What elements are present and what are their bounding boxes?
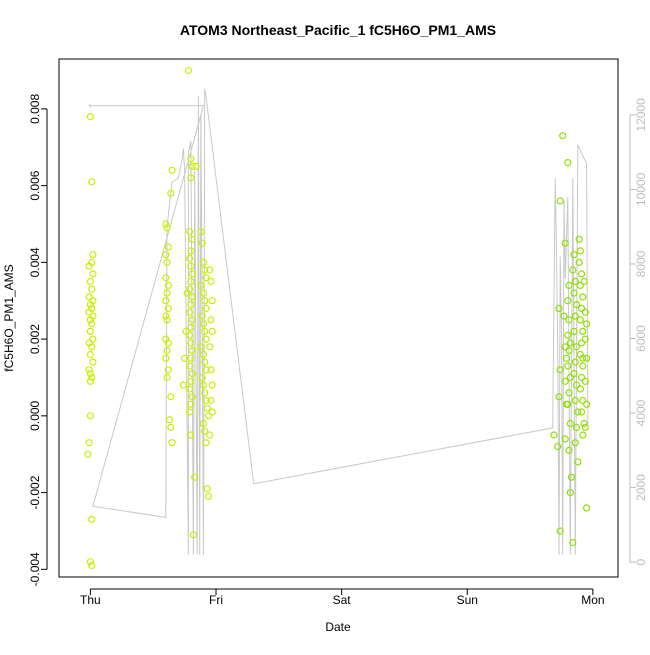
y-axis-label: fC5H6O_PM1_AMS — [2, 264, 16, 371]
y2-tick-label: 8000 — [634, 250, 648, 277]
y-tick-label: 0.000 — [28, 400, 42, 430]
y-tick-label: -0.004 — [28, 552, 42, 586]
y-tick-label: 0.006 — [28, 170, 42, 200]
y2-tick-label: 2000 — [634, 474, 648, 501]
x-tick-label: Sun — [457, 593, 478, 607]
y2-tick-label: 6000 — [634, 325, 648, 352]
y2-tick-label: 12000 — [634, 98, 648, 132]
y2-tick-label: 4000 — [634, 399, 648, 426]
y2-tick-label: 10000 — [634, 172, 648, 206]
y-tick-label: -0.002 — [28, 475, 42, 509]
y-tick-label: 0.004 — [28, 247, 42, 277]
x-axis-label: Date — [325, 620, 351, 634]
x-tick-label: Thu — [80, 593, 101, 607]
x-tick-label: Sat — [333, 593, 352, 607]
y2-tick-label: 0 — [634, 558, 648, 565]
x-tick-label: Fri — [209, 593, 223, 607]
y-tick-label: 0.008 — [28, 94, 42, 124]
y-tick-label: 0.002 — [28, 324, 42, 354]
chart-title: ATOM3 Northeast_Pacific_1 fC5H6O_PM1_AMS — [180, 22, 496, 38]
x-tick-label: Mon — [581, 593, 604, 607]
